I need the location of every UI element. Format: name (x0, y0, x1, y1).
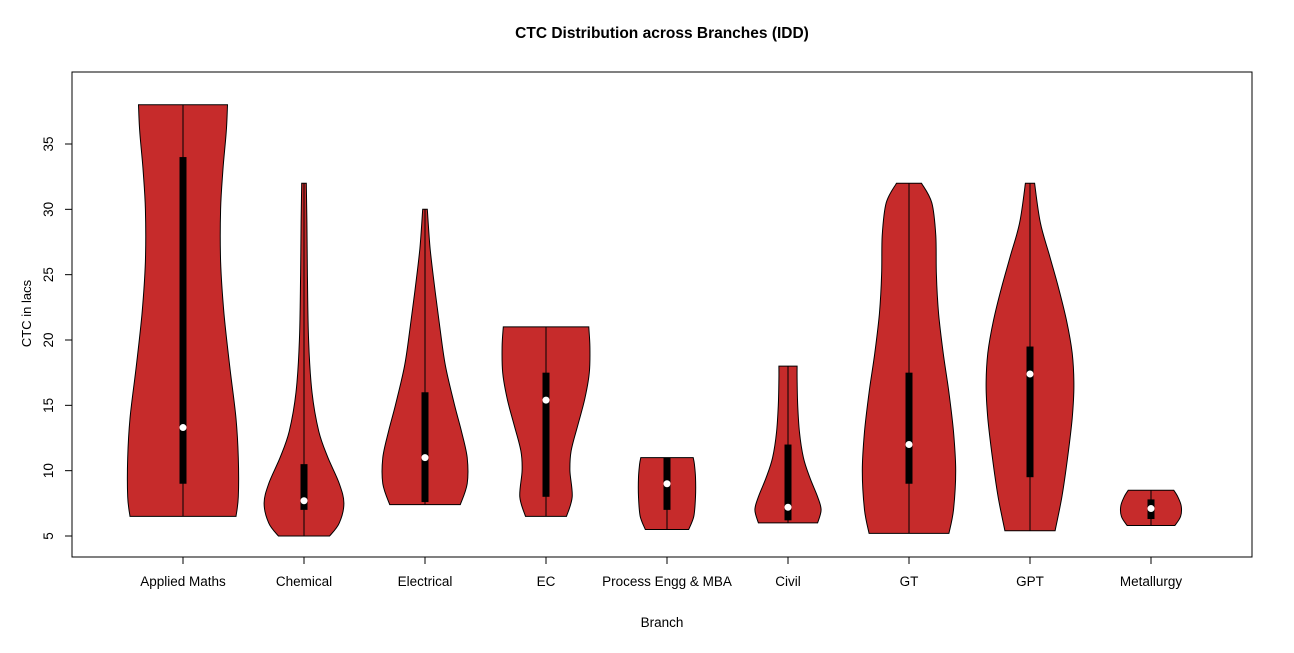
x-tick-label: Electrical (398, 574, 453, 589)
iqr-box (421, 392, 429, 503)
median-dot (542, 396, 550, 404)
iqr-box (1026, 346, 1034, 478)
iqr-box (542, 372, 550, 497)
y-axis-title: CTC in lacs (19, 279, 34, 348)
chart-title: CTC Distribution across Branches (IDD) (515, 25, 809, 42)
iqr-box (179, 157, 187, 484)
median-dot (1026, 370, 1034, 378)
x-tick-label: Process Engg & MBA (602, 574, 732, 589)
y-tick-label: 35 (41, 136, 56, 151)
y-tick-label: 10 (41, 463, 56, 478)
median-dot (663, 480, 671, 488)
iqr-box (784, 444, 792, 521)
median-dot (784, 503, 792, 511)
x-tick-label: GPT (1016, 574, 1044, 589)
y-tick-label: 5 (41, 532, 56, 540)
median-dot (1147, 505, 1155, 513)
median-dot (421, 454, 429, 462)
iqr-box (300, 464, 308, 510)
y-tick-label: 25 (41, 267, 56, 282)
x-axis-title: Branch (640, 615, 684, 630)
plot-border (71, 71, 1253, 558)
x-tick-label: Metallurgy (1120, 574, 1183, 589)
y-tick-label: 20 (41, 332, 56, 347)
median-dot (179, 424, 187, 432)
median-dot (905, 441, 913, 449)
iqr-box (905, 372, 913, 484)
y-tick-label: 30 (41, 202, 56, 217)
x-tick-label: Chemical (276, 574, 332, 589)
y-tick-label: 15 (41, 398, 56, 413)
x-tick-label: GT (900, 574, 919, 589)
x-tick-label: Civil (775, 574, 801, 589)
median-dot (300, 497, 308, 505)
x-tick-label: Applied Maths (140, 574, 226, 589)
x-tick-label: EC (537, 574, 556, 589)
